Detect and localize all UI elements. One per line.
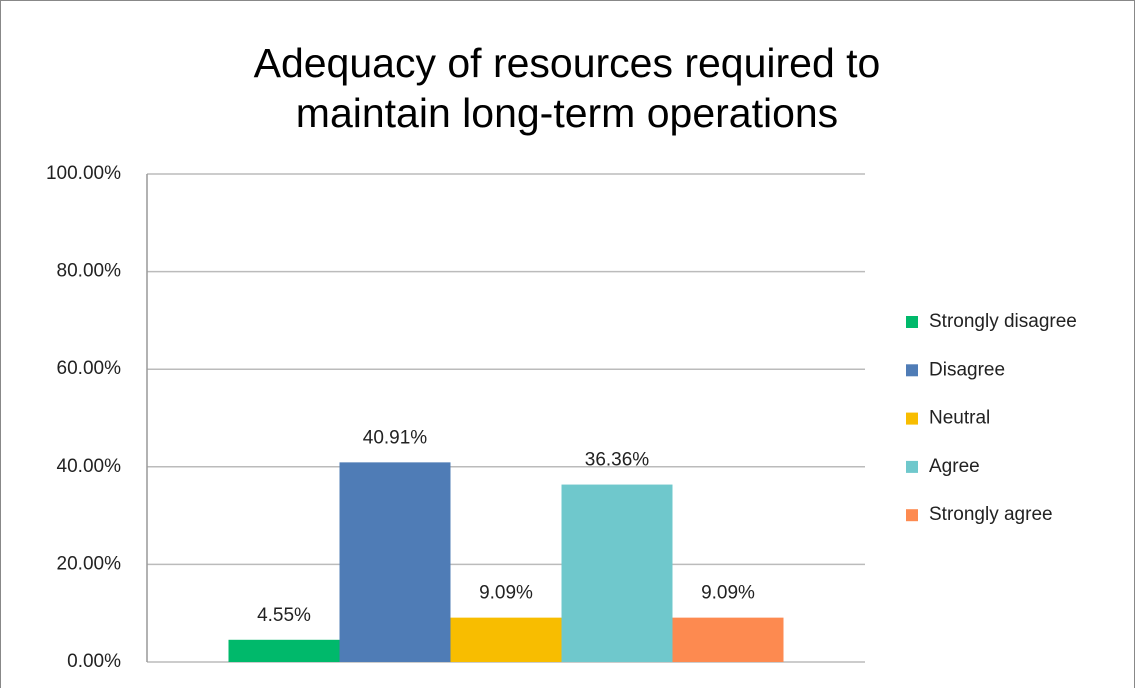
legend-label: Agree bbox=[929, 456, 980, 477]
chart-title: Adequacy of resources required to mainta… bbox=[253, 40, 881, 136]
legend-label: Neutral bbox=[929, 408, 990, 429]
y-tick-label: 100.00% bbox=[46, 163, 121, 184]
legend-swatch bbox=[906, 460, 918, 473]
legend-swatch bbox=[906, 412, 918, 425]
y-tick-label: 80.00% bbox=[57, 261, 122, 282]
y-tick-label: 0.00% bbox=[67, 651, 121, 672]
legend-swatch bbox=[906, 364, 918, 377]
bar bbox=[450, 617, 562, 662]
y-tick-label: 60.00% bbox=[57, 358, 122, 379]
y-tick-label: 20.00% bbox=[57, 553, 122, 574]
bar bbox=[339, 462, 451, 662]
legend-label: Strongly agree bbox=[929, 504, 1053, 525]
data-label: 9.09% bbox=[479, 583, 533, 604]
bar bbox=[228, 639, 340, 662]
legend-swatch bbox=[906, 316, 918, 328]
data-label: 9.09% bbox=[701, 583, 755, 604]
legend-label: Disagree bbox=[929, 359, 1005, 380]
legend-swatch bbox=[906, 509, 918, 522]
y-tick-label: 40.00% bbox=[57, 456, 122, 477]
data-label: 36.36% bbox=[585, 450, 650, 471]
bar bbox=[561, 484, 673, 662]
legend-label: Strongly disagree bbox=[929, 311, 1077, 332]
data-label: 4.55% bbox=[257, 605, 311, 626]
data-label: 40.91% bbox=[363, 427, 428, 448]
bar bbox=[672, 617, 784, 662]
